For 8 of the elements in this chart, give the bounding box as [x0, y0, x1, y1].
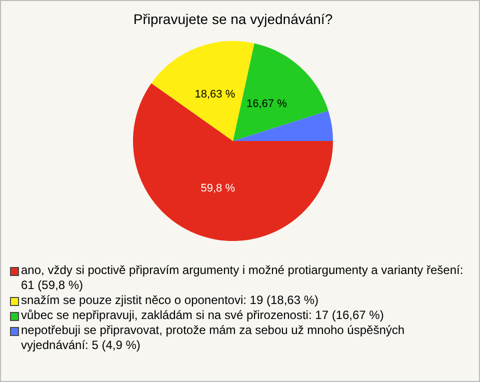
legend-label: ano, vždy si poctivě připravím argumenty i možné protiargumenty a varianty řešení: 61 (59,8 %) — [21, 263, 464, 292]
data-label: 59,8 % — [200, 182, 236, 195]
data-label: 18,63 % — [194, 88, 236, 100]
chart-title: Připravujete se na vyjednávání? — [132, 11, 334, 27]
legend-label: snažím se pouze zjistit něco o oponentovi: 19 (18,63 %) — [21, 293, 319, 307]
legend-label: nepotřebuji se připravovat, protože mám za sebou už mnoho úspěšných vyjednávání: 5 (4,9 %) — [21, 323, 405, 352]
data-label: 16,67 % — [246, 98, 288, 110]
legend-label: vůbec se nepřipravuji, zakládám si na své přirozenosti: 17 (16,67 %) — [21, 308, 384, 322]
